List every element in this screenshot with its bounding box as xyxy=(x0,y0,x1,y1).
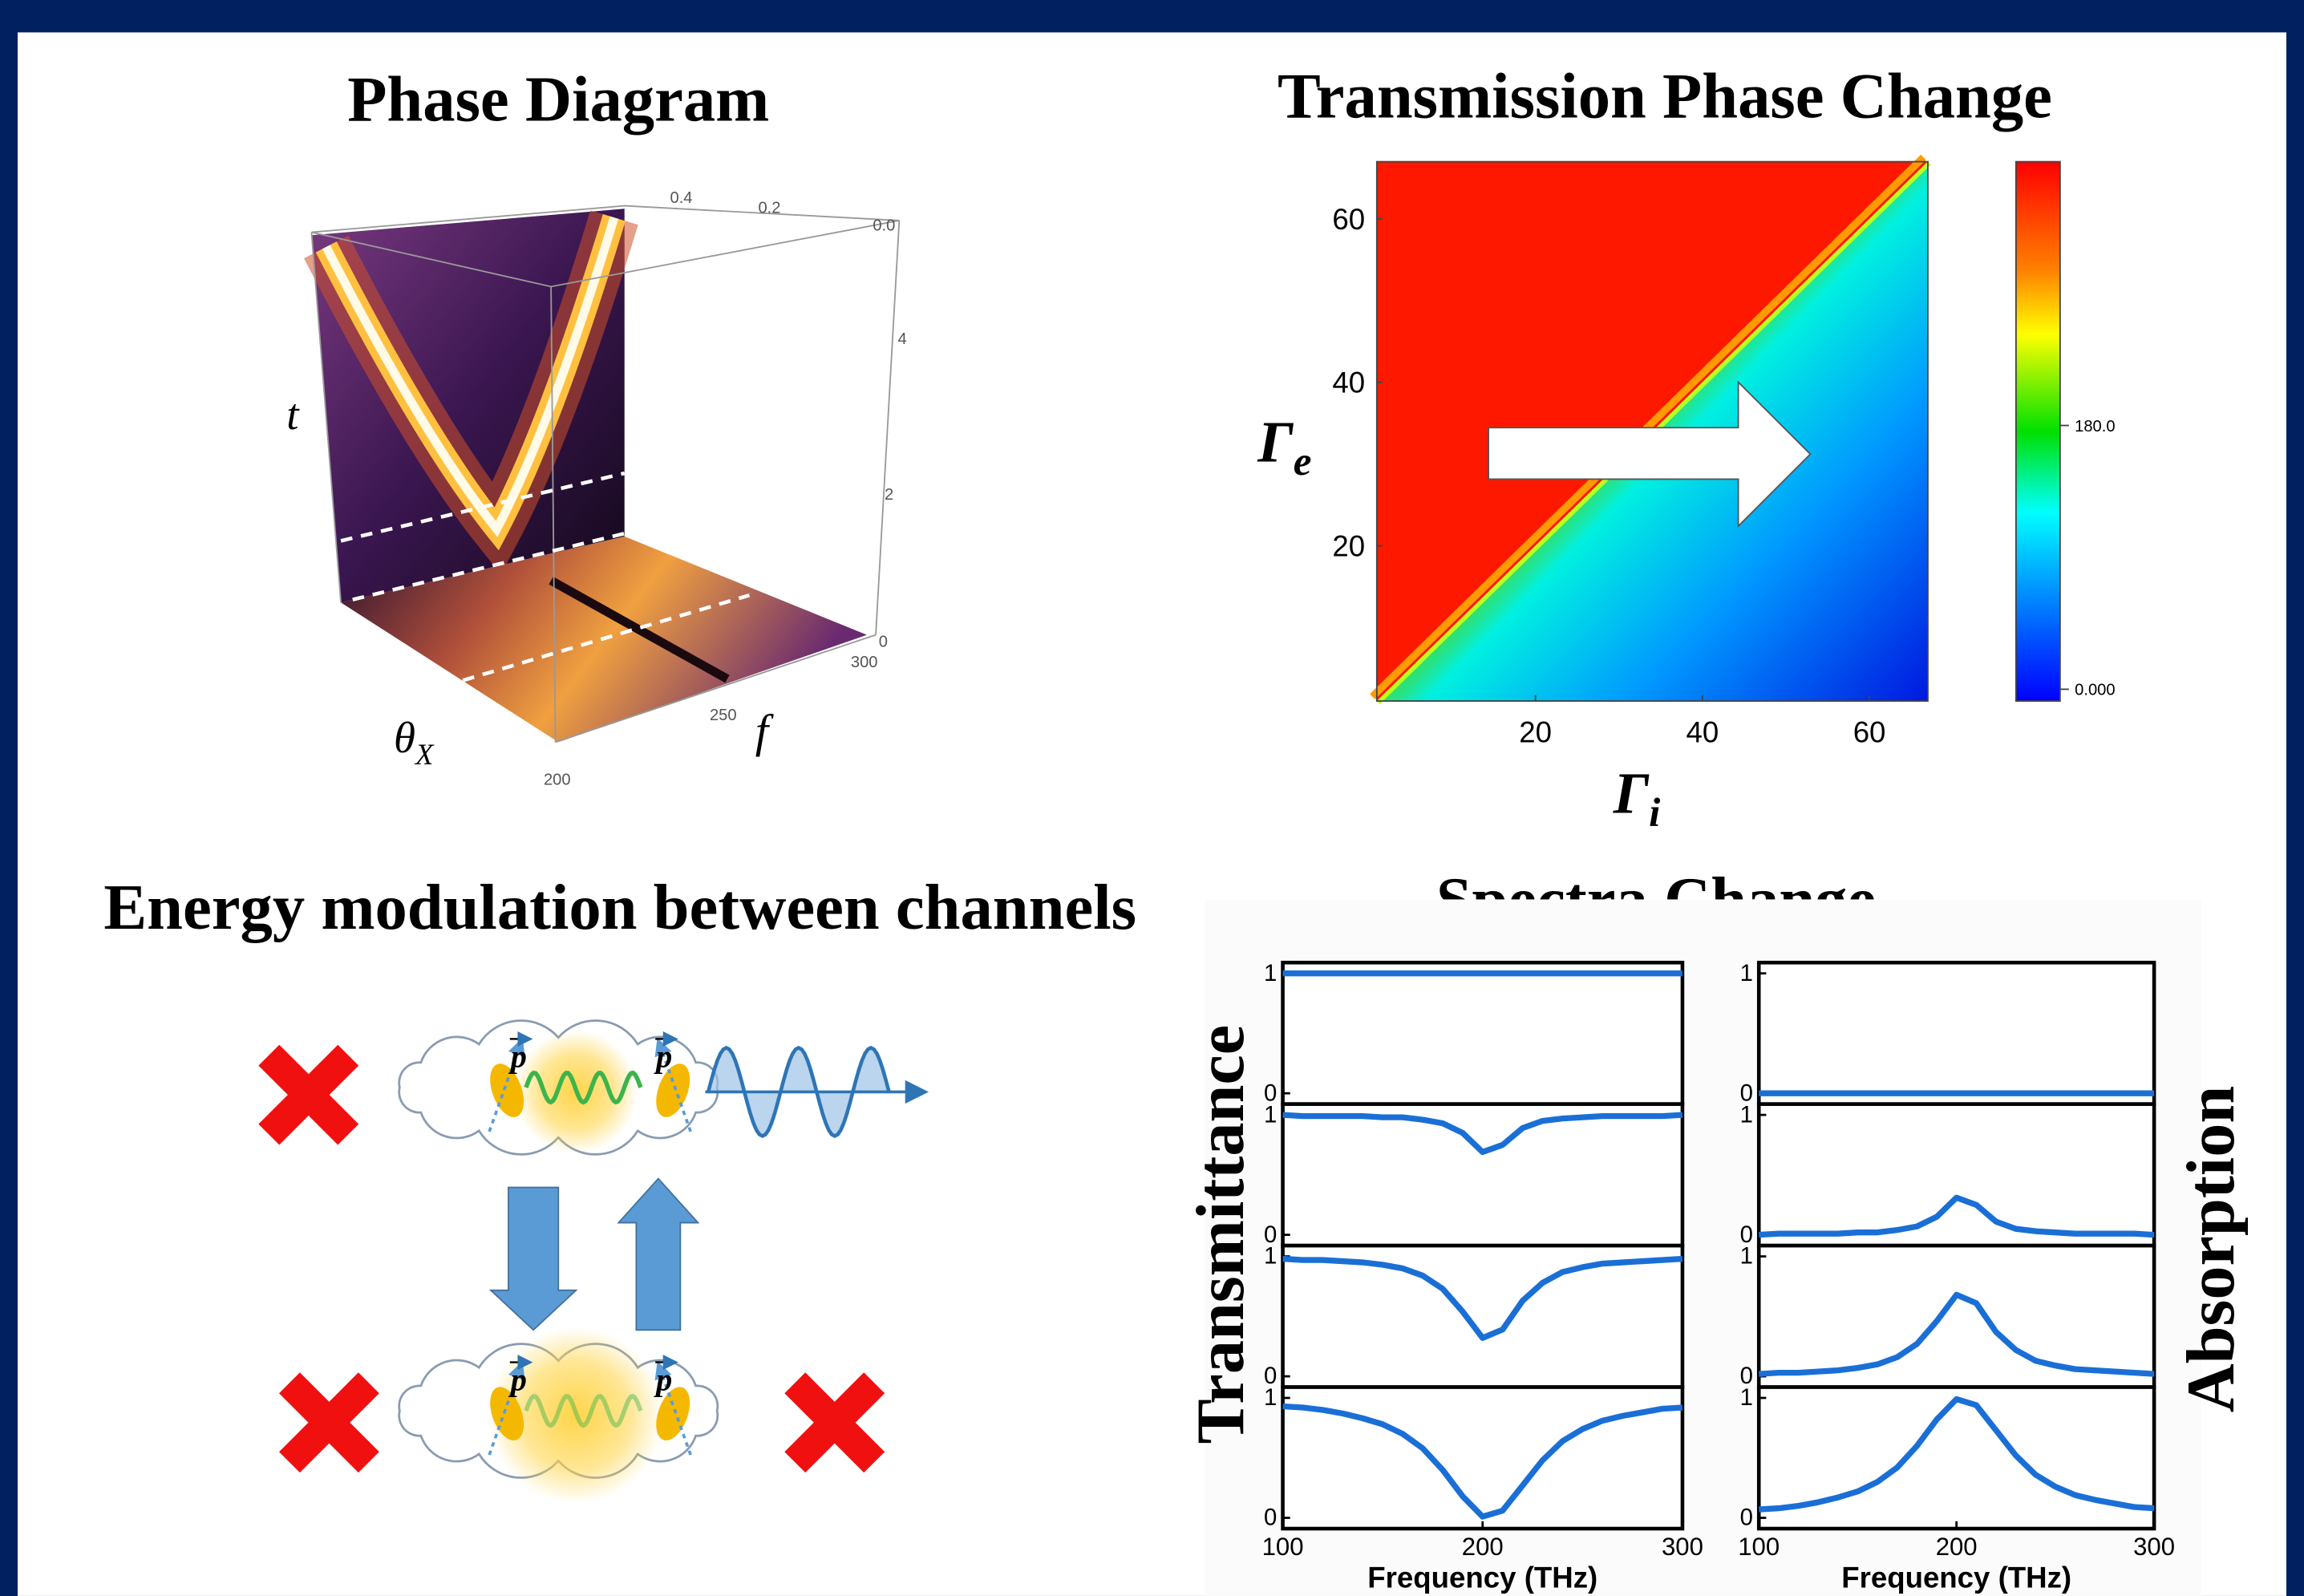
tick-label: 0 xyxy=(879,633,888,650)
subplot-frame xyxy=(1283,1387,1682,1529)
axis-label: t xyxy=(286,390,300,439)
panel-title: Energy modulation between channels xyxy=(103,872,1136,943)
x-tick-label: 300 xyxy=(2133,1533,2175,1561)
tick-label: 300 xyxy=(851,654,878,671)
tick-label: 0.4 xyxy=(670,189,693,207)
x-tick-label: 300 xyxy=(1662,1533,1703,1561)
subplot-frame xyxy=(1283,962,1682,1104)
dipole-label: p xyxy=(654,1038,672,1074)
y-tick-label: 1 xyxy=(1740,1101,1753,1128)
dipole-label: p xyxy=(508,1361,527,1397)
tick-label: 250 xyxy=(710,707,737,724)
slide: Phase Diagram Transmission Phase Change … xyxy=(0,0,2304,1596)
y-tick-label: 1 xyxy=(1264,1243,1277,1270)
y-tick-label: 1 xyxy=(1264,1101,1277,1128)
axis-subscript: e xyxy=(1294,439,1312,484)
colorbar-tick-label: 180.0 xyxy=(2075,418,2115,435)
y-tick-label: 1 xyxy=(1264,1384,1277,1411)
y-tick-label: 1 xyxy=(1264,960,1277,986)
y-tick-label: 1 xyxy=(1740,1384,1753,1411)
y-tick-label: 0 xyxy=(1740,1505,1753,1531)
y-axis-label: Transmittance xyxy=(1184,1025,1258,1444)
subplot-frame xyxy=(1759,1387,2154,1529)
y-tick-label: 1 xyxy=(1740,960,1753,986)
subplot-frame xyxy=(1759,962,2154,1104)
tick-label: 200 xyxy=(544,772,571,789)
x-axis-label: Frequency (THz) xyxy=(1367,1561,1597,1594)
y-tick-label: 1 xyxy=(1740,1243,1753,1270)
dipole-label: p xyxy=(654,1361,672,1397)
subplot-frame xyxy=(1283,1104,1682,1246)
x-tick-label: 60 xyxy=(1853,715,1886,748)
subplot-frame xyxy=(1759,1104,2154,1246)
tick-label: 0.2 xyxy=(758,200,780,217)
colorbar xyxy=(2016,162,2060,701)
axis-subscript: X xyxy=(414,738,435,771)
x-tick-label: 20 xyxy=(1519,715,1552,748)
tick-label: 0.0 xyxy=(873,217,895,235)
axis-symbol: Γ xyxy=(1613,760,1650,825)
tick-label: 4 xyxy=(898,330,907,348)
axis-subscript: i xyxy=(1649,790,1661,836)
subplot-frame xyxy=(1759,1246,2154,1387)
axis-symbol: θ xyxy=(394,713,415,762)
x-axis-label: Frequency (THz) xyxy=(1841,1561,2071,1594)
x-tick-label: 40 xyxy=(1686,715,1719,748)
panel-title: Transmission Phase Change xyxy=(1278,61,2052,132)
y-tick-label: 20 xyxy=(1332,529,1365,562)
y-tick-label: 0 xyxy=(1264,1505,1277,1531)
subplot-frame xyxy=(1283,1246,1682,1387)
colorbar-tick-label: 0.000 xyxy=(2075,682,2115,699)
dipole-label: p xyxy=(508,1038,527,1074)
x-tick-label: 200 xyxy=(1462,1533,1504,1561)
y-tick-label: 40 xyxy=(1332,367,1365,399)
y-axis-label: Absorption xyxy=(2174,1086,2249,1412)
x-tick-label: 200 xyxy=(1936,1533,1978,1561)
tick-label: 2 xyxy=(885,486,893,504)
x-tick-label: 100 xyxy=(1738,1533,1780,1561)
page: { "phase_diagram": { "title": "Phase Dia… xyxy=(0,0,2304,1596)
x-tick-label: 100 xyxy=(1262,1533,1304,1561)
axis-symbol: Γ xyxy=(1257,409,1294,474)
y-tick-label: 60 xyxy=(1332,203,1365,236)
panel-title: Phase Diagram xyxy=(347,63,769,135)
